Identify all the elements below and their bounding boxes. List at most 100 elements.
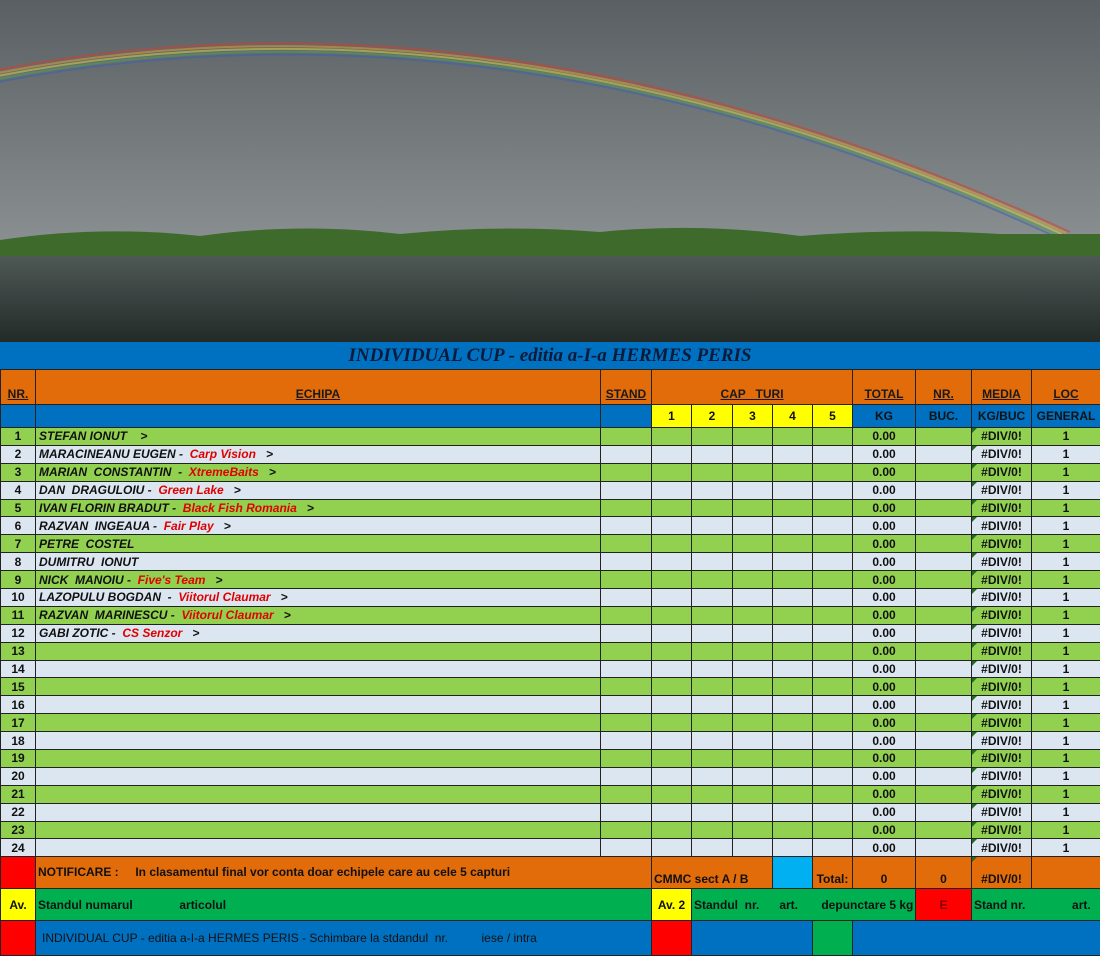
turn-3-cell[interactable] — [732, 784, 773, 804]
competitor-cell[interactable]: RAZVAN INGEAUA - Fair Play > — [35, 516, 601, 536]
nr-buc-cell[interactable] — [915, 498, 972, 518]
turn-5-cell[interactable] — [812, 534, 853, 554]
turn-5-cell[interactable] — [812, 588, 853, 607]
turn-3-cell[interactable] — [732, 731, 773, 751]
turn-4-cell[interactable] — [772, 462, 813, 482]
turn-4-cell[interactable] — [772, 784, 813, 804]
stand-cell[interactable] — [600, 784, 652, 804]
competitor-cell[interactable] — [35, 641, 601, 661]
turn-1-cell[interactable] — [651, 820, 692, 840]
turn-4-cell[interactable] — [772, 516, 813, 536]
turn-2-cell[interactable] — [691, 766, 733, 786]
turn-4-cell[interactable] — [772, 802, 813, 822]
competitor-cell[interactable] — [35, 713, 601, 733]
turn-2-cell[interactable] — [691, 802, 733, 822]
nr-buc-cell[interactable] — [915, 588, 972, 607]
turn-3-cell[interactable] — [732, 820, 773, 840]
turn-5-cell[interactable] — [812, 444, 853, 464]
nr-buc-cell[interactable] — [915, 480, 972, 500]
competitor-cell[interactable]: MARACINEANU EUGEN - Carp Vision > — [35, 444, 601, 464]
turn-4-cell[interactable] — [772, 552, 813, 572]
turn-3-cell[interactable] — [732, 588, 773, 607]
turn-5-cell[interactable] — [812, 605, 853, 625]
competitor-cell[interactable]: LAZOPULU BOGDAN - Viitorul Claumar > — [35, 588, 601, 607]
turn-4-cell[interactable] — [772, 588, 813, 607]
turn-1-cell[interactable] — [651, 802, 692, 822]
stand-cell[interactable] — [600, 749, 652, 768]
turn-4-cell[interactable] — [772, 677, 813, 697]
stand-cell[interactable] — [600, 695, 652, 715]
turn-1-cell[interactable] — [651, 570, 692, 590]
nr-buc-cell[interactable] — [915, 677, 972, 697]
turn-4-cell[interactable] — [772, 659, 813, 679]
turn-5-cell[interactable] — [812, 677, 853, 697]
stand-cell[interactable] — [600, 802, 652, 822]
turn-3-cell[interactable] — [732, 677, 773, 697]
turn-3-cell[interactable] — [732, 659, 773, 679]
nr-buc-cell[interactable] — [915, 695, 972, 715]
turn-3-cell[interactable] — [732, 695, 773, 715]
nr-buc-cell[interactable] — [915, 462, 972, 482]
turn-5-cell[interactable] — [812, 623, 853, 643]
stand-cell[interactable] — [600, 588, 652, 607]
turn-4-cell[interactable] — [772, 605, 813, 625]
turn-2-cell[interactable] — [691, 498, 733, 518]
stand-cell[interactable] — [600, 838, 652, 858]
nr-buc-cell[interactable] — [915, 713, 972, 733]
turn-5-cell[interactable] — [812, 838, 853, 858]
turn-1-cell[interactable] — [651, 552, 692, 572]
turn-1-cell[interactable] — [651, 534, 692, 554]
turn-5-cell[interactable] — [812, 462, 853, 482]
turn-4-cell[interactable] — [772, 570, 813, 590]
turn-5-cell[interactable] — [812, 802, 853, 822]
turn-5-cell[interactable] — [812, 695, 853, 715]
nr-buc-cell[interactable] — [915, 784, 972, 804]
turn-1-cell[interactable] — [651, 641, 692, 661]
turn-2-cell[interactable] — [691, 641, 733, 661]
cmmc-cell[interactable] — [772, 856, 813, 890]
stand-cell[interactable] — [600, 427, 652, 446]
turn-2-cell[interactable] — [691, 605, 733, 625]
competitor-cell[interactable] — [35, 802, 601, 822]
nr-buc-cell[interactable] — [915, 766, 972, 786]
turn-1-cell[interactable] — [651, 766, 692, 786]
turn-3-cell[interactable] — [732, 623, 773, 643]
nr-buc-cell[interactable] — [915, 534, 972, 554]
stand-cell[interactable] — [600, 480, 652, 500]
turn-5-cell[interactable] — [812, 820, 853, 840]
turn-3-cell[interactable] — [732, 605, 773, 625]
turn-1-cell[interactable] — [651, 427, 692, 446]
nr-buc-cell[interactable] — [915, 427, 972, 446]
turn-3-cell[interactable] — [732, 766, 773, 786]
competitor-cell[interactable]: NICK MANOIU - Five's Team > — [35, 570, 601, 590]
turn-3-cell[interactable] — [732, 713, 773, 733]
turn-1-cell[interactable] — [651, 677, 692, 697]
competitor-cell[interactable]: DUMITRU IONUT — [35, 552, 601, 572]
turn-2-cell[interactable] — [691, 749, 733, 768]
competitor-cell[interactable] — [35, 695, 601, 715]
turn-3-cell[interactable] — [732, 570, 773, 590]
turn-3-cell[interactable] — [732, 498, 773, 518]
turn-1-cell[interactable] — [651, 695, 692, 715]
competitor-cell[interactable] — [35, 659, 601, 679]
competitor-cell[interactable]: MARIAN CONSTANTIN - XtremeBaits > — [35, 462, 601, 482]
stand-cell[interactable] — [600, 605, 652, 625]
turn-3-cell[interactable] — [732, 480, 773, 500]
turn-3-cell[interactable] — [732, 462, 773, 482]
turn-5-cell[interactable] — [812, 766, 853, 786]
turn-5-cell[interactable] — [812, 641, 853, 661]
stand-cell[interactable] — [600, 444, 652, 464]
turn-2-cell[interactable] — [691, 677, 733, 697]
nr-buc-cell[interactable] — [915, 516, 972, 536]
turn-5-cell[interactable] — [812, 427, 853, 446]
turn-3-cell[interactable] — [732, 641, 773, 661]
stand-cell[interactable] — [600, 623, 652, 643]
turn-5-cell[interactable] — [812, 570, 853, 590]
turn-2-cell[interactable] — [691, 784, 733, 804]
turn-2-cell[interactable] — [691, 427, 733, 446]
competitor-cell[interactable] — [35, 731, 601, 751]
turn-5-cell[interactable] — [812, 659, 853, 679]
turn-2-cell[interactable] — [691, 695, 733, 715]
turn-4-cell[interactable] — [772, 749, 813, 768]
turn-3-cell[interactable] — [732, 427, 773, 446]
